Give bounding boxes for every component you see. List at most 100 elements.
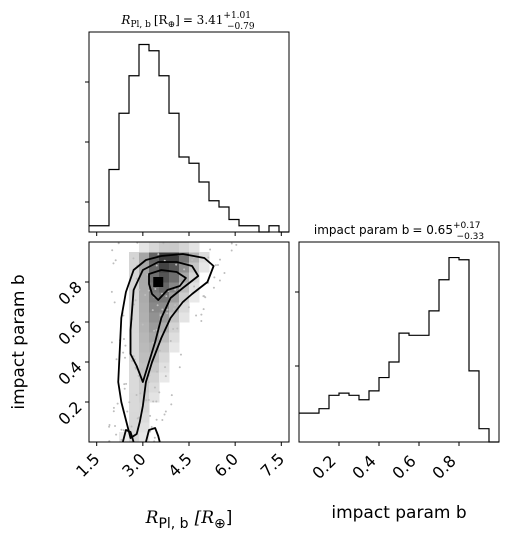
density-cell [129, 382, 140, 393]
density-cell [159, 352, 170, 363]
hist-r-step-line [89, 43, 289, 233]
scatter-point [134, 299, 137, 302]
density-cell [139, 312, 150, 323]
hist-b-step-line [299, 256, 499, 443]
density-ytick-label: 0.2 [54, 397, 85, 428]
scatter-point [166, 312, 169, 315]
contour-base-right [145, 427, 161, 442]
density-xtick-label: 4.5 [164, 449, 195, 480]
scatter-point [195, 314, 198, 317]
scatter-point [174, 304, 177, 307]
title-r-plus: +1.01 [223, 11, 251, 21]
scatter-point [155, 418, 158, 421]
scatter-point [122, 338, 125, 341]
density-cell [139, 302, 150, 313]
density-xtick-label: 6.0 [211, 449, 242, 480]
scatter-point [170, 394, 173, 397]
scatter-point [230, 242, 233, 245]
hist-b-xticks: 0.2 0.4 0.6 0.8 [308, 442, 460, 483]
scatter-point [178, 366, 181, 369]
title-b-label: impact param b [314, 223, 410, 237]
scatter-point [202, 308, 205, 311]
density-cell [129, 272, 140, 283]
scatter-point [161, 308, 164, 311]
density-cell [159, 242, 170, 253]
scatter-point [150, 425, 153, 428]
scatter-point [145, 399, 148, 402]
density-xtick-label: 3.0 [118, 449, 149, 480]
density-cell [129, 262, 140, 273]
density-cell [139, 382, 150, 393]
scatter-point [122, 429, 125, 432]
scatter-point [125, 382, 128, 385]
scatter-point [153, 329, 156, 332]
scatter-point [230, 249, 233, 252]
density-cell [129, 332, 140, 343]
density-cell [169, 342, 180, 353]
density-cell [149, 242, 160, 253]
title-r-symbol: R [120, 13, 130, 27]
density-cell [139, 332, 150, 343]
density-cell [159, 332, 170, 343]
scatter-point [123, 383, 126, 386]
density-cell [139, 402, 150, 413]
scatter-point [179, 353, 182, 356]
density-cell [139, 432, 150, 442]
scatter-point [136, 417, 139, 420]
title-b-value: = 0.65 [412, 223, 453, 237]
scatter-point [152, 341, 155, 344]
scatter-point [112, 262, 115, 265]
scatter-point [164, 410, 167, 413]
density-cell [139, 342, 150, 353]
scatter-point [193, 285, 196, 288]
scatter-point [135, 394, 138, 397]
scatter-point [114, 424, 117, 427]
density-peak [153, 277, 164, 287]
title-b-minus: −0.33 [457, 232, 485, 242]
scatter-point [155, 328, 158, 331]
scatter-point [158, 391, 161, 394]
density-cell [129, 342, 140, 353]
scatter-point [165, 295, 168, 298]
scatter-point [122, 314, 125, 317]
scatter-point [130, 425, 133, 428]
xlabel-r-unit: [R [195, 508, 215, 528]
scatter-point [172, 307, 175, 310]
density-cell [169, 332, 180, 343]
density-cell [139, 322, 150, 333]
scatter-point [128, 401, 131, 404]
scatter-point [124, 344, 127, 347]
density-cell [169, 322, 180, 333]
density-ytick-label: 0.8 [54, 277, 85, 308]
density-cell [159, 282, 170, 293]
density-cell [159, 312, 170, 323]
contour-base-left [121, 429, 135, 442]
scatter-point [132, 355, 135, 358]
title-r-sub: Pl, b [130, 20, 151, 30]
contour-lines [117, 253, 215, 442]
density-cell [169, 272, 180, 283]
density-cell [129, 362, 140, 373]
hist-b-xtick-label: 0.8 [428, 451, 459, 482]
hist-b-yticks [295, 291, 299, 367]
title-r-minus: −0.79 [227, 22, 255, 32]
scatter-point [161, 418, 164, 421]
scatter-point [218, 258, 221, 261]
density-cell [129, 312, 140, 323]
scatter-point [183, 268, 186, 271]
scatter-point [115, 433, 118, 436]
density-cell [159, 292, 170, 303]
x-axis-label-r: RPl, b [R⊕] [145, 508, 233, 532]
contour-outer [117, 253, 215, 439]
density-cell [169, 292, 180, 303]
density-cell [149, 332, 160, 343]
scatter-point [218, 279, 221, 282]
density-cell [139, 422, 150, 433]
scatter-point [235, 243, 238, 246]
hist-r-yticks [85, 81, 282, 236]
scatter-point [147, 398, 150, 401]
scatter-point [207, 256, 210, 259]
hist-b-panel: 0.2 0.4 0.6 0.8 [295, 241, 500, 483]
density-cell [179, 252, 190, 263]
density-cell [139, 252, 150, 263]
